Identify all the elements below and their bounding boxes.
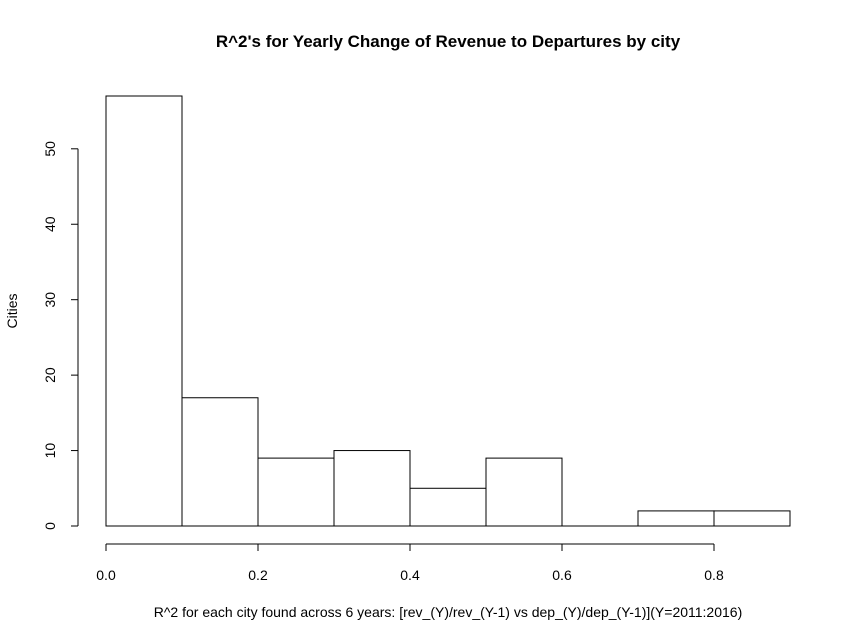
y-tick-label: 10 [42, 443, 58, 459]
histogram-bar [713, 510, 791, 527]
x-axis: 0.0 0.2 0.4 0.6 0.8 [96, 543, 724, 583]
x-tick-label: 0.4 [400, 567, 420, 583]
x-tick-label: 0.0 [96, 567, 116, 583]
histogram-bar [181, 397, 259, 527]
histogram-bar [105, 95, 183, 527]
x-tick-label: 0.6 [552, 567, 572, 583]
y-tick-label: 30 [42, 292, 58, 308]
y-tick-label: 50 [42, 141, 58, 157]
chart-title: R^2's for Yearly Change of Revenue to De… [216, 32, 681, 51]
y-tick-label: 20 [42, 367, 58, 383]
histogram-bars [105, 95, 791, 527]
histogram-bar [637, 510, 715, 527]
y-tick-label: 40 [42, 216, 58, 232]
x-tick-label: 0.2 [248, 567, 268, 583]
histogram-bar [333, 450, 411, 527]
histogram-bar [257, 457, 335, 527]
histogram-bar [409, 487, 487, 527]
y-axis-label: Cities [4, 293, 20, 328]
histogram-bar [485, 457, 563, 527]
x-tick-label: 0.8 [704, 567, 724, 583]
y-tick-label: 0 [42, 522, 58, 530]
y-axis: 0 10 20 30 40 50 [42, 141, 79, 530]
x-axis-label: R^2 for each city found across 6 years: … [154, 604, 743, 620]
